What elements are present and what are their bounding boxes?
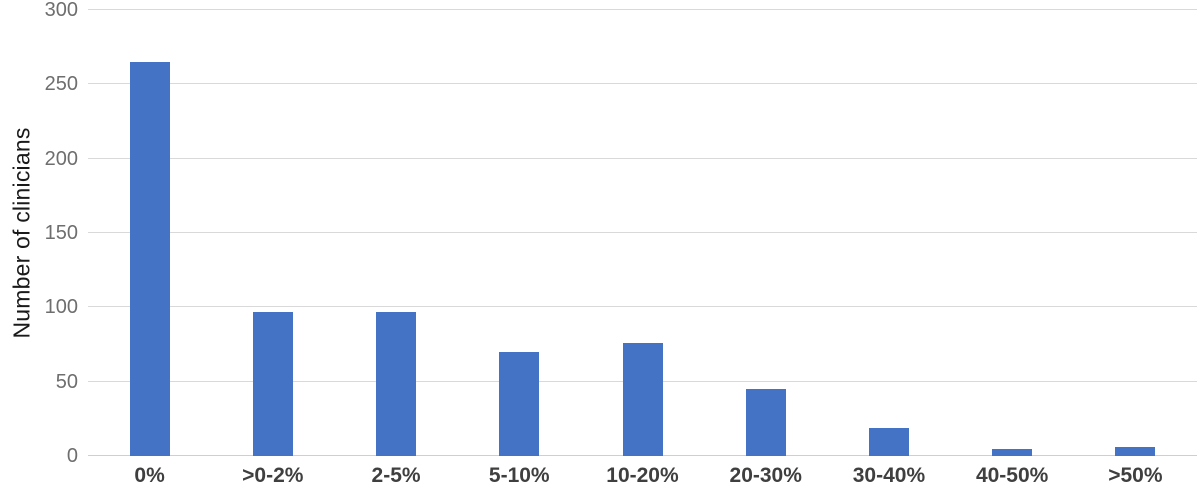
gridline-200 <box>88 157 1197 159</box>
x-tick-label-10-20%: 10-20% <box>606 464 679 487</box>
x-tick-label-5-10%: 5-10% <box>488 464 550 487</box>
bar-2-5% <box>376 311 417 456</box>
bar-0% <box>129 62 170 456</box>
x-tick-label-30-40%: 30-40% <box>852 464 926 487</box>
gridline-150 <box>88 232 1197 233</box>
bar-40-50% <box>992 448 1033 456</box>
x-tick-label-0%: 0% <box>134 464 165 487</box>
y-tick-label-0: 0 <box>66 445 78 467</box>
y-tick-label-200: 200 <box>44 147 78 170</box>
x-tick-label-2-5%: 2-5% <box>371 464 421 487</box>
y-tick-label-250: 250 <box>44 73 78 96</box>
bar-5-10% <box>499 351 540 456</box>
bar->50% <box>1115 447 1156 456</box>
y-tick-label-300: 300 <box>44 0 78 21</box>
plot-area <box>88 9 1197 456</box>
bar-10-20% <box>622 343 663 456</box>
x-tick-label->0-2%: >0-2% <box>242 464 304 487</box>
x-tick-label-40-50%: 40-50% <box>975 464 1049 487</box>
x-tick-label->50%: >50% <box>1108 464 1163 487</box>
bar->0-2% <box>252 311 293 456</box>
gridline-100 <box>88 306 1197 308</box>
gridline-250 <box>88 83 1197 85</box>
x-tick-label-20-30%: 20-30% <box>729 464 802 487</box>
y-tick-label-100: 100 <box>44 296 78 319</box>
y-tick-label-50: 50 <box>55 370 78 393</box>
y-tick-label-150: 150 <box>44 222 78 244</box>
bar-20-30% <box>745 389 786 456</box>
gridline-300 <box>88 9 1197 10</box>
bar-30-40% <box>868 427 909 456</box>
